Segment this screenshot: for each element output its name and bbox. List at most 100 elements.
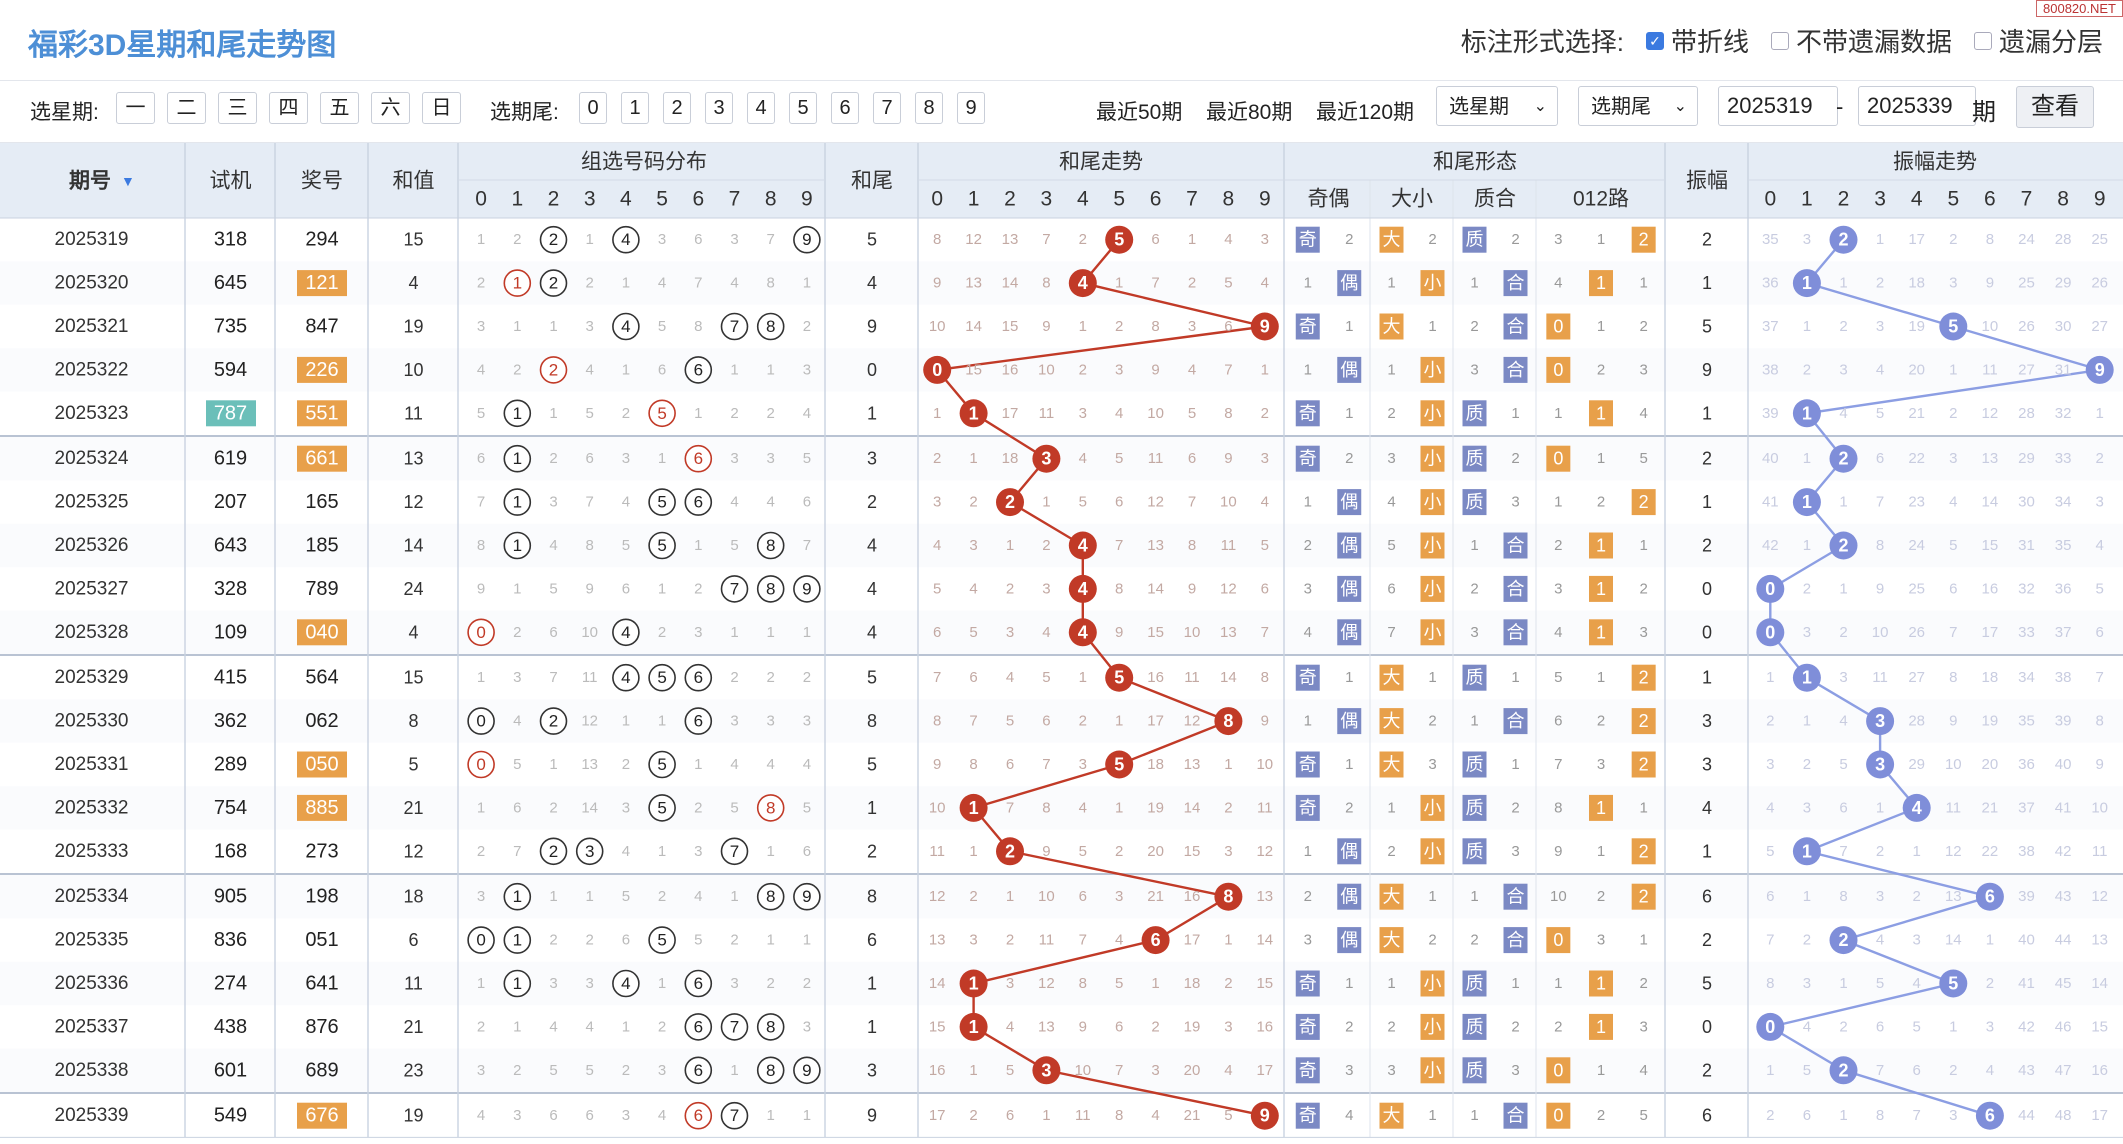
group-miss: 2 [549, 450, 557, 467]
group-ball [612, 312, 640, 341]
group-miss: 3 [730, 231, 738, 248]
tail-8[interactable]: 8 [915, 92, 943, 124]
tail-select[interactable]: 选期尾 ⌄ [1578, 86, 1698, 126]
amp-miss: 34 [2018, 669, 2035, 686]
amp-miss: 30 [2055, 318, 2072, 335]
option-no-omission-label: 不带遗漏数据 [1795, 27, 1952, 57]
form-mark [1462, 838, 1487, 865]
query-button[interactable]: 查看 [2016, 86, 2094, 128]
group-miss: 1 [730, 1062, 738, 1079]
road-mark-text: 1 [1596, 273, 1606, 293]
table-row [0, 742, 2123, 787]
tail-2[interactable]: 2 [663, 92, 691, 124]
weekday-select[interactable]: 选星期 ⌄ [1436, 86, 1558, 126]
group-miss: 3 [622, 450, 630, 467]
to-issue-input[interactable]: 2025339 [1858, 86, 1976, 126]
tail-miss: 1 [1224, 932, 1232, 949]
sum-header: 和值 [393, 170, 435, 193]
tail-miss: 7 [933, 669, 941, 686]
form-mark [1503, 708, 1528, 735]
weekday-thu[interactable]: 四 [269, 92, 308, 124]
amp-miss: 39 [1762, 405, 1779, 422]
tail-miss: 4 [1261, 494, 1269, 511]
road-mark-text: 2 [1639, 841, 1649, 861]
amp-ball [1829, 531, 1858, 560]
group-ball-num: 9 [802, 887, 811, 906]
weekday-mon[interactable]: 一 [116, 92, 155, 124]
amp-miss: 24 [1908, 537, 1925, 554]
sum-cell: 15 [403, 668, 423, 688]
tail-miss: 17 [1002, 405, 1019, 422]
group-miss: 1 [549, 888, 557, 905]
tail-ball [1068, 574, 1097, 603]
weekday-fri[interactable]: 五 [320, 92, 359, 124]
tail-miss: 6 [1115, 1018, 1123, 1035]
road-mark [1589, 619, 1613, 646]
form-miss: 1 [1511, 756, 1519, 773]
tail-6[interactable]: 6 [831, 92, 859, 124]
checkbox-checked-icon[interactable]: ✓ [1645, 31, 1664, 50]
amp-miss: 6 [1766, 888, 1774, 905]
weekday-sat[interactable]: 六 [371, 92, 410, 124]
sum-cell: 11 [404, 403, 423, 423]
group-miss: 4 [477, 361, 485, 378]
tail-miss: 3 [969, 932, 977, 949]
tail-miss: 5 [1261, 537, 1269, 554]
road-miss: 8 [1554, 799, 1562, 816]
amp-ball-num: 0 [1765, 1017, 1775, 1037]
tail-ball-num: 5 [1114, 755, 1124, 775]
checkbox-icon[interactable] [1973, 31, 1992, 50]
group-miss: 3 [694, 843, 702, 860]
tail-1[interactable]: 1 [621, 92, 649, 124]
amp-miss: 42 [1762, 537, 1779, 554]
option-no-omission[interactable]: 不带遗漏数据 [1770, 22, 1952, 59]
group-miss: 2 [803, 318, 811, 335]
amp-miss: 30 [2018, 494, 2035, 511]
tail-7[interactable]: 7 [873, 92, 901, 124]
tail-ball-num: 3 [1041, 449, 1051, 469]
amp-miss: 1 [1876, 231, 1884, 248]
tail-0[interactable]: 0 [579, 92, 607, 124]
option-polyline[interactable]: ✓ 带折线 [1645, 22, 1749, 59]
group-ball [684, 1013, 713, 1041]
amp-miss: 39 [2018, 888, 2035, 905]
amp-miss: 36 [1762, 275, 1779, 292]
prize-cell: 885 [305, 797, 338, 819]
group-miss: 3 [658, 1062, 666, 1079]
range-120[interactable]: 最近120期 [1316, 101, 1415, 124]
road-miss: 4 [1554, 624, 1562, 641]
range-50[interactable]: 最近50期 [1096, 101, 1183, 124]
option-omission-layer[interactable]: 遗漏分层 [1973, 22, 2103, 59]
form-miss: 1 [1387, 275, 1395, 292]
checkbox-icon[interactable] [1770, 31, 1789, 50]
tail-4[interactable]: 4 [747, 92, 775, 124]
tail-miss: 1 [1115, 275, 1123, 292]
from-issue-input[interactable]: 2025319 [1718, 86, 1838, 126]
tail-3[interactable]: 3 [705, 92, 733, 124]
road-mark-text: 2 [1639, 755, 1649, 775]
amp-miss: 4 [1839, 713, 1847, 730]
group-ball [503, 926, 532, 954]
tail-9[interactable]: 9 [957, 92, 985, 124]
amp-ball-num: 6 [1985, 887, 1995, 907]
weekday-tue[interactable]: 二 [167, 92, 206, 124]
group-ball-num: 6 [694, 1106, 703, 1125]
tail-miss: 14 [1256, 932, 1273, 949]
group-ball-num: 6 [694, 1017, 703, 1036]
tail-miss: 6 [1151, 231, 1159, 248]
prize-highlight [297, 619, 347, 646]
tail-miss: 4 [1079, 799, 1087, 816]
road-miss: 1 [1554, 975, 1562, 992]
form-mark-text: 质 [1466, 841, 1484, 861]
weekday-wed[interactable]: 三 [218, 92, 257, 124]
sum-cell: 24 [403, 579, 423, 599]
form-miss: 2 [1511, 799, 1519, 816]
tail-miss: 4 [1079, 450, 1087, 467]
tail-5[interactable]: 5 [789, 92, 817, 124]
sum-cell: 21 [403, 798, 423, 818]
weekday-sun[interactable]: 日 [422, 92, 461, 124]
amp-ball-num: 1 [1802, 668, 1812, 688]
range-80[interactable]: 最近80期 [1206, 101, 1293, 124]
tail-miss: 11 [1075, 1107, 1091, 1124]
form-mark [1462, 1057, 1487, 1084]
